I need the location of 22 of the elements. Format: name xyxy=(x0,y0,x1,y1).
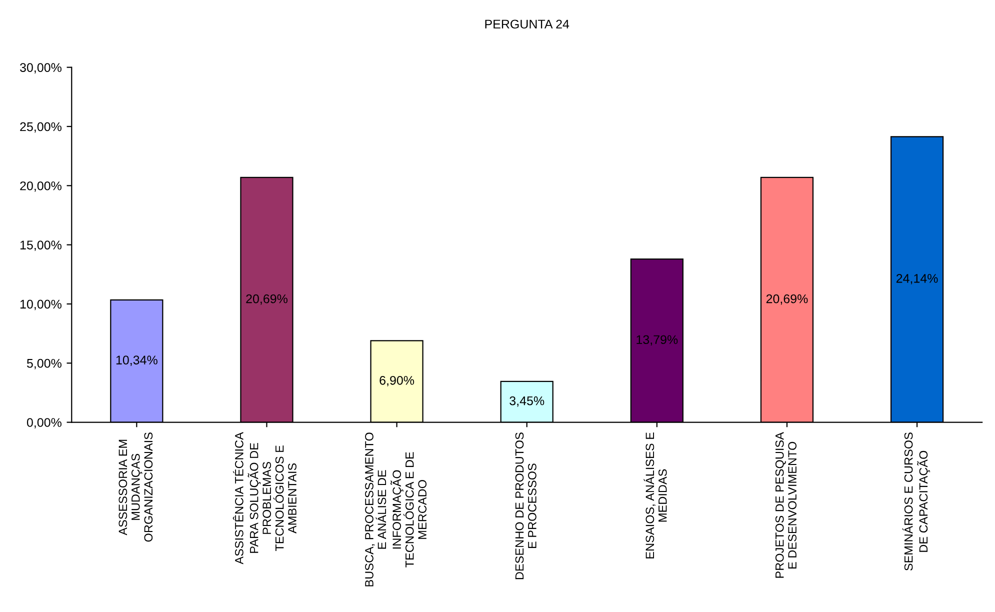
x-tick-label: SEMINÁRIOS E CURSOS DE CAPACITAÇÃO xyxy=(902,432,930,571)
x-tick-label: ASSESSORIA EM MUDANÇAS ORGANIZACIONAIS xyxy=(118,432,153,542)
y-tick-label: 5,00% xyxy=(26,358,62,370)
x-tick-label: PROJETOS DE PESQUISA E DESENVOLVIMENTO xyxy=(775,432,796,578)
x-tick-label: DESENHO DE PRODUTOS E PROCESSOS xyxy=(515,432,536,580)
data-label: 24,14% xyxy=(896,274,938,284)
y-tick-label: 0,00% xyxy=(26,418,62,428)
y-tick-label: 30,00% xyxy=(20,63,62,74)
data-label: 10,34% xyxy=(116,356,158,366)
x-tick-label: ASSISTÊNCIA TÉCNICA PARA SOLUÇÃO DE PROBLEMAS TECNOLÓGICOS E AMBIENTAIS xyxy=(232,432,296,564)
data-label: 20,69% xyxy=(766,294,808,305)
y-tick-label: 15,00% xyxy=(20,240,62,251)
y-tick-label: 25,00% xyxy=(20,122,62,133)
y-tick-label: 10,00% xyxy=(20,300,62,310)
x-tick-label: BUSCA, PROCESSAMENTO E ANÁLISE DE INFORMAÇÃO TECNOLÓGICA E DE MERCADO xyxy=(365,432,427,586)
data-label: 3,45% xyxy=(510,396,544,407)
x-tick-label: ENSAIOS, ANÁLISES E MEDIDAS xyxy=(644,432,667,558)
y-tick-label: 20,00% xyxy=(20,181,62,192)
chart-title: PERGUNTA 24 xyxy=(485,20,570,29)
data-label: 20,69% xyxy=(246,294,288,305)
data-label: 6,90% xyxy=(380,376,414,386)
data-label: 13,79% xyxy=(636,335,678,346)
